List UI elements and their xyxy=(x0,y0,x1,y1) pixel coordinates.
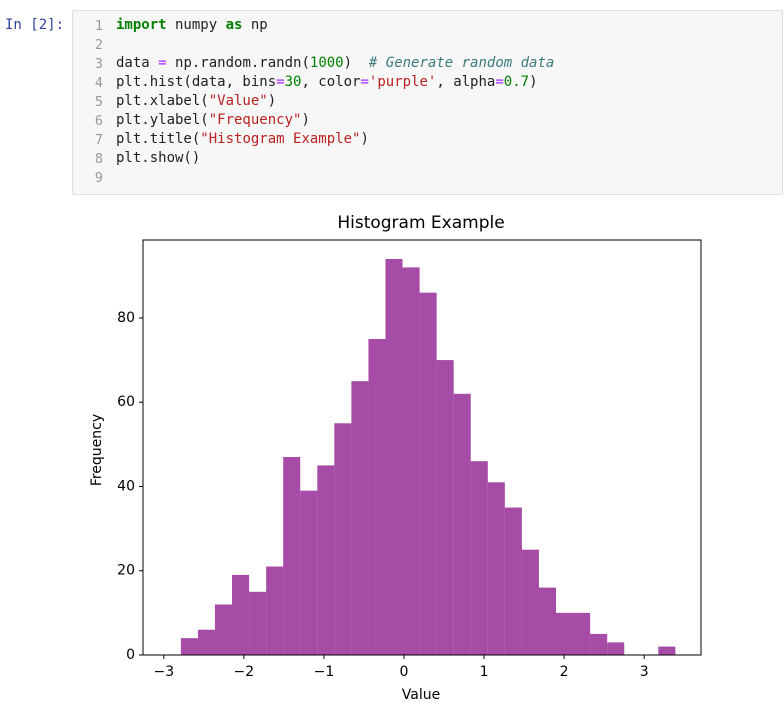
chart-title: Histogram Example xyxy=(337,213,504,233)
code-text: plt.xlabel( xyxy=(116,93,209,109)
histogram-bar xyxy=(453,393,471,655)
histogram-bar xyxy=(487,482,505,655)
histogram-bar xyxy=(266,566,284,655)
y-tick-label: 40 xyxy=(117,478,135,494)
histogram-bar xyxy=(249,591,267,655)
code-line: plt.xlabel("Value") xyxy=(116,93,276,109)
code-text: ) xyxy=(301,112,310,128)
code-cell[interactable]: 1 2 3 4 5 6 7 8 9 import numpy as np dat… xyxy=(72,10,783,195)
operator: = xyxy=(158,55,167,71)
code-text: data xyxy=(116,55,159,71)
code-text: plt.title( xyxy=(116,131,201,147)
x-tick-label: 0 xyxy=(400,664,409,680)
histogram-bar xyxy=(197,629,215,655)
y-tick-label: 20 xyxy=(117,563,135,579)
code-text: ) xyxy=(343,55,369,71)
histogram-bar xyxy=(470,461,488,655)
x-tick-label: 1 xyxy=(480,664,489,680)
code-line: data = np.random.randn(1000) # Generate … xyxy=(116,55,554,71)
histogram-bar xyxy=(607,642,625,655)
string: "Histogram Example" xyxy=(200,131,361,147)
code-text: ) xyxy=(360,131,369,147)
keyword: import xyxy=(116,17,167,33)
x-tick-label: −1 xyxy=(314,664,335,680)
histogram-bar xyxy=(368,339,386,655)
operator: = xyxy=(360,74,369,90)
line-number: 5 xyxy=(94,94,103,110)
line-number: 3 xyxy=(94,56,103,72)
histogram-bar xyxy=(573,612,591,655)
y-axis-label: Frequency xyxy=(89,414,105,486)
code-text: ) xyxy=(529,74,538,90)
code-line: import numpy as np xyxy=(116,17,268,33)
histogram-bar xyxy=(180,638,198,655)
string: "Value" xyxy=(208,93,268,109)
histogram-bar xyxy=(351,381,369,655)
operator: = xyxy=(276,74,285,90)
histogram-bar xyxy=(538,587,557,655)
string: 'purple' xyxy=(368,74,437,90)
axes-frame xyxy=(142,239,702,656)
histogram-bar xyxy=(214,604,233,655)
code-line: plt.show() xyxy=(116,150,200,166)
line-number: 1 xyxy=(94,18,103,34)
code-text: plt.ylabel( xyxy=(116,112,209,128)
code-text: numpy xyxy=(166,17,226,33)
histogram-bar xyxy=(556,612,574,655)
number: 1000 xyxy=(309,55,344,71)
x-tick-label: −2 xyxy=(234,664,255,680)
histogram-bar xyxy=(317,465,335,655)
x-tick-label: 3 xyxy=(640,664,649,680)
x-tick-label: −3 xyxy=(153,664,174,680)
keyword: as xyxy=(225,17,243,33)
code-text: plt.show() xyxy=(116,150,201,166)
line-number: 7 xyxy=(94,132,103,148)
histogram-bar xyxy=(334,423,352,655)
code-text: np.random.randn( xyxy=(166,55,310,71)
histogram-bar xyxy=(385,258,403,655)
histogram-bar xyxy=(590,633,608,655)
y-tick-label: 0 xyxy=(126,647,135,663)
number: 0.7 xyxy=(503,74,530,90)
histogram-bar xyxy=(300,490,318,655)
code-line: plt.hist(data, bins=30, color='purple', … xyxy=(116,74,538,90)
number: 30 xyxy=(284,74,302,90)
histogram-bar xyxy=(436,360,454,655)
line-number: 6 xyxy=(94,113,103,129)
y-tick-label: 60 xyxy=(117,394,135,410)
histogram-bar xyxy=(283,456,301,655)
code-text: plt.hist(data, bins xyxy=(116,74,277,90)
x-axis-label: Value xyxy=(402,687,440,703)
string: "Frequency" xyxy=(208,112,302,128)
code-text: , alpha xyxy=(436,74,496,90)
y-tick-label: 80 xyxy=(117,310,135,326)
histogram-bar xyxy=(232,574,250,655)
histogram-bar xyxy=(419,292,437,655)
code-text: ) xyxy=(267,93,277,109)
code-text: , color xyxy=(301,74,361,90)
histogram-bar xyxy=(504,507,522,655)
comment: # Generate random data xyxy=(368,55,555,71)
line-number: 9 xyxy=(94,170,103,186)
line-number: 2 xyxy=(94,37,103,53)
line-number: 8 xyxy=(94,151,103,167)
histogram-bar xyxy=(402,267,420,655)
histogram-bar xyxy=(521,549,539,655)
operator: = xyxy=(495,74,504,90)
x-tick-label: 2 xyxy=(560,664,569,680)
line-number: 4 xyxy=(94,75,103,91)
cell-prompt: In [2]: xyxy=(5,17,65,33)
code-line: plt.ylabel("Frequency") xyxy=(116,112,310,128)
histogram-bar xyxy=(658,646,676,655)
code-text: np xyxy=(242,17,268,33)
code-line: plt.title("Histogram Example") xyxy=(116,131,369,147)
